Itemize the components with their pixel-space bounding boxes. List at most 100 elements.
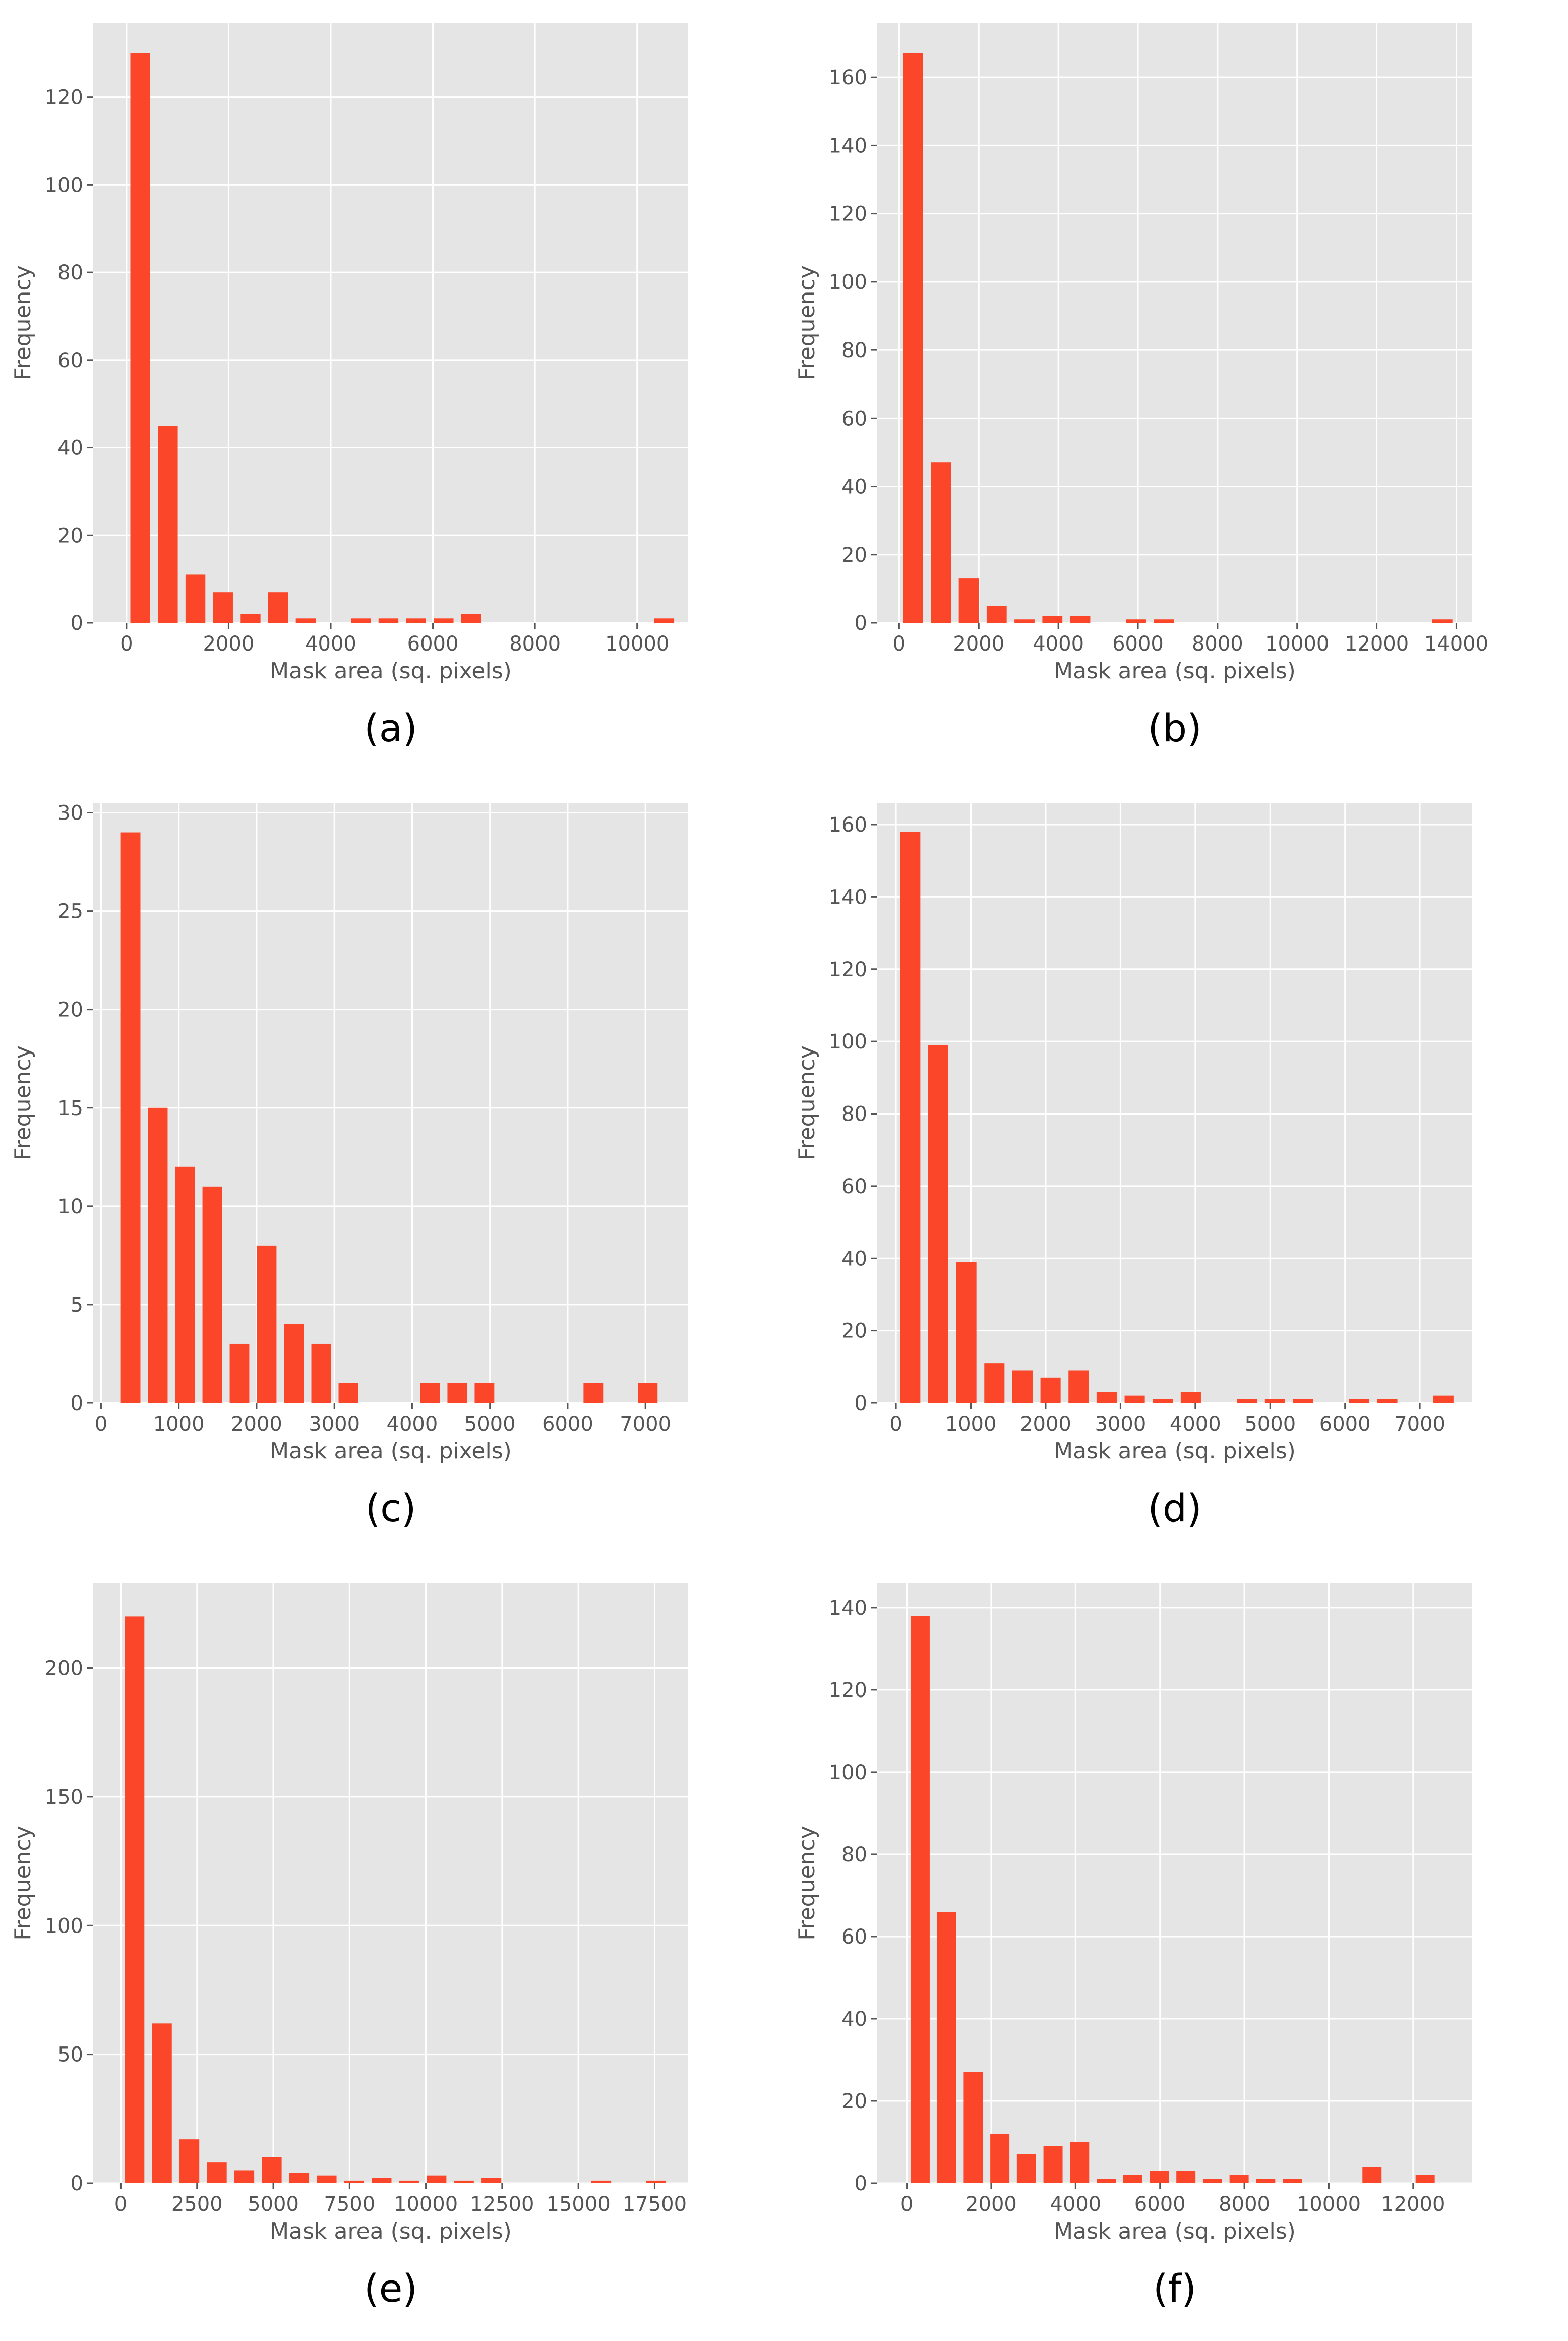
histogram-bar: [1433, 1395, 1454, 1403]
histogram-bar: [179, 2139, 200, 2183]
y-tick-label: 30: [57, 802, 83, 825]
histogram-svg: 0 2000 4000 6000 8000 10000 12000 14000 0 20 40 60 8…: [794, 23, 1488, 750]
histogram-bar: [1180, 1392, 1201, 1403]
histogram-bar: [928, 1045, 949, 1403]
histogram-bar: [474, 1383, 495, 1403]
x-tick-label: 12500: [470, 2193, 534, 2216]
x-tick-label: 3000: [1095, 1413, 1146, 1436]
histogram-svg: 0 1000 2000 3000 4000 5000 6000 7000 0 20 40 60 80 10…: [794, 803, 1472, 1531]
panel-caption: (e): [364, 2266, 417, 2311]
y-tick-label: 120: [829, 1679, 867, 1702]
x-tick-label: 10000: [394, 2193, 458, 2216]
histogram-bar: [984, 1363, 1005, 1403]
x-tick-label: 2000: [1020, 1413, 1071, 1436]
y-tick-label: 200: [45, 1657, 83, 1680]
y-tick-label: 0: [855, 1392, 867, 1415]
histogram-bar: [262, 2157, 282, 2183]
x-tick-label: 8000: [1192, 632, 1243, 656]
y-tick-label: 140: [829, 886, 867, 909]
plot-area: [93, 23, 688, 623]
x-tick-label: 2000: [231, 1413, 282, 1436]
plot-area: [877, 23, 1472, 623]
histogram-bar: [338, 1383, 358, 1403]
histogram-bar: [1202, 2179, 1222, 2183]
x-tick-label: 5000: [248, 2193, 299, 2216]
histogram-panel: 0 2000 4000 6000 8000 10000 0 20 40 60 80 100 120 Mas…: [0, 0, 784, 780]
y-tick-label: 100: [45, 173, 83, 197]
histogram-bar: [152, 2023, 172, 2183]
histogram-bar: [268, 592, 288, 623]
x-tick-label: 3000: [309, 1413, 360, 1436]
y-tick-label: 10: [57, 1195, 83, 1218]
histogram-bar: [956, 1262, 977, 1403]
histogram-bar: [1264, 1399, 1285, 1403]
x-tick-label: 2000: [203, 632, 255, 656]
y-axis-label: Frequency: [794, 1045, 820, 1160]
panel-caption: (c): [365, 1486, 416, 1531]
x-tick-label: 0: [900, 2193, 913, 2216]
histogram-bar: [1070, 2142, 1090, 2183]
y-tick-label: 20: [841, 544, 867, 567]
x-axis-label: Mask area (sq. pixels): [270, 2218, 512, 2244]
histogram-bar: [1229, 2175, 1249, 2183]
histogram-bar: [931, 462, 951, 623]
x-tick-label: 1000: [945, 1413, 997, 1436]
histogram-bar: [1016, 2154, 1036, 2183]
y-tick-label: 0: [855, 2172, 867, 2195]
y-tick-label: 50: [57, 2043, 83, 2067]
y-tick-label: 20: [57, 524, 83, 547]
histogram-bar: [481, 2178, 502, 2183]
x-tick-label: 10000: [1297, 2193, 1361, 2216]
y-tick-label: 15: [57, 1097, 83, 1120]
x-tick-label: 6000: [1112, 632, 1164, 656]
histogram-bar: [1362, 2167, 1382, 2183]
x-tick-label: 5000: [1244, 1413, 1296, 1436]
x-tick-label: 15000: [547, 2193, 611, 2216]
y-tick-label: 60: [841, 1175, 867, 1198]
y-tick-label: 20: [57, 999, 83, 1022]
x-tick-label: 6000: [1134, 2193, 1186, 2216]
histogram-bar: [461, 614, 481, 623]
x-tick-label: 1000: [153, 1413, 205, 1436]
histogram-panel: 0 1000 2000 3000 4000 5000 6000 7000 0 20 40 60 80 10…: [784, 780, 1568, 1560]
x-tick-label: 4000: [387, 1413, 438, 1436]
x-axis-label: Mask area (sq. pixels): [1054, 658, 1296, 684]
histogram-bar: [963, 2072, 983, 2183]
histogram-svg: 0 2000 4000 6000 8000 10000 0 20 40 60 80 100 120 Mas…: [10, 23, 688, 750]
x-tick-label: 8000: [509, 632, 561, 656]
x-tick-label: 6000: [1319, 1413, 1371, 1436]
histogram-bar: [903, 53, 923, 623]
histogram-bar: [986, 606, 1007, 623]
histogram-bar: [1283, 2179, 1302, 2183]
histogram-svg: 0 2500 5000 7500 10000 12500 15000 17500 0 50 100 1…: [10, 1583, 688, 2311]
histogram-bar: [990, 2134, 1010, 2183]
y-tick-label: 25: [57, 900, 83, 923]
y-tick-label: 0: [71, 1392, 83, 1415]
histogram-bar: [175, 1166, 195, 1403]
histogram-bar: [900, 832, 921, 1403]
histogram-bar: [447, 1383, 467, 1403]
histogram-bar: [646, 2180, 667, 2183]
histogram-bar: [229, 1343, 250, 1403]
histogram-bar: [654, 618, 675, 623]
x-tick-label: 8000: [1219, 2193, 1270, 2216]
x-axis-label: Mask area (sq. pixels): [1054, 1438, 1296, 1464]
y-tick-label: 120: [829, 203, 867, 226]
histogram-panel: 0 2000 4000 6000 8000 10000 12000 14000 0 20 40 60 8…: [784, 0, 1568, 780]
histogram-svg: 0 1000 2000 3000 4000 5000 6000 7000 0 5 10 15 20 25 3…: [10, 802, 688, 1531]
x-tick-label: 0: [889, 1413, 902, 1436]
y-tick-label: 40: [57, 437, 83, 460]
y-axis-label: Frequency: [10, 265, 36, 380]
x-tick-label: 4000: [1033, 632, 1084, 656]
histogram-bar: [434, 618, 454, 623]
x-tick-label: 6000: [542, 1413, 593, 1436]
y-tick-label: 40: [841, 476, 867, 499]
y-tick-label: 140: [829, 1597, 867, 1620]
x-tick-label: 10000: [1265, 632, 1329, 656]
x-tick-label: 12000: [1381, 2193, 1445, 2216]
histogram-bar: [937, 1912, 956, 2183]
y-tick-label: 80: [841, 339, 867, 362]
histogram-bar: [1014, 619, 1035, 623]
histogram-bar: [406, 618, 426, 623]
histogram-bar: [454, 2180, 474, 2183]
